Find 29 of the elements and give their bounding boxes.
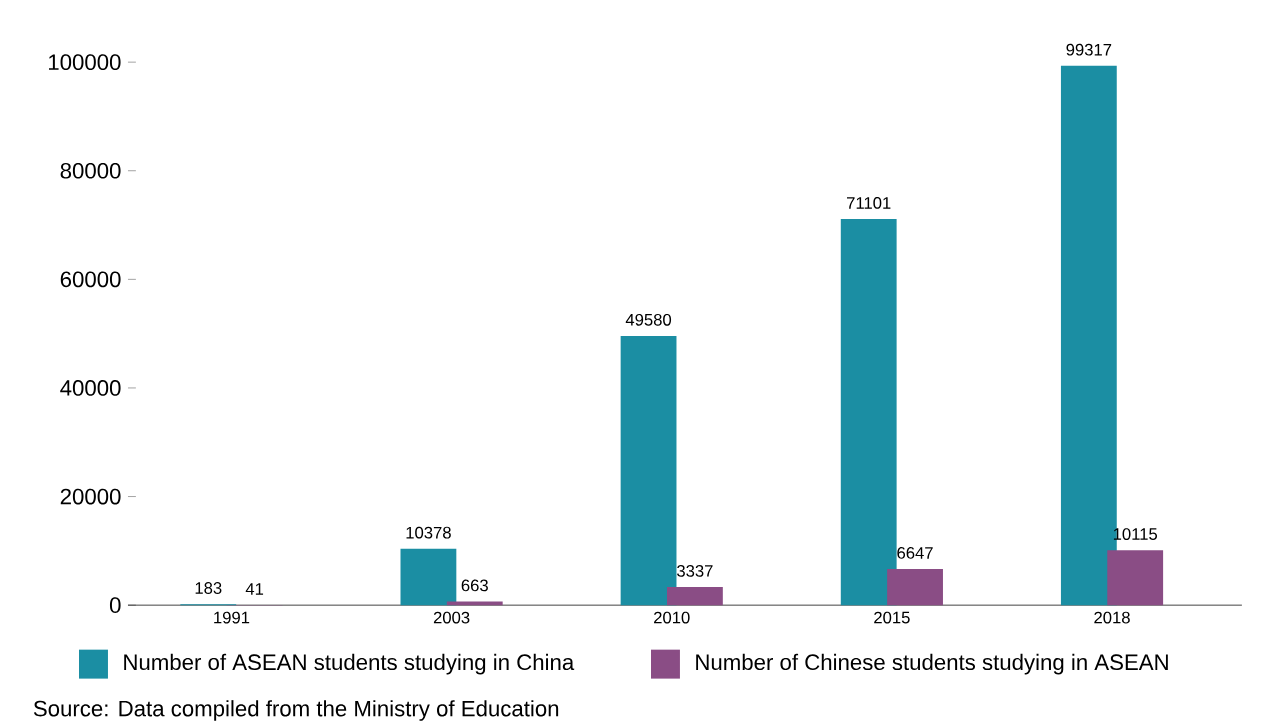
y-tick-label: 0 [109, 597, 121, 613]
bar [667, 586, 723, 606]
data-label: 183 [195, 581, 222, 594]
y-tick-label: 80000 [60, 162, 121, 179]
x-tick-label: 2015 [874, 611, 910, 624]
legend-label: Number of ASEAN students studying in China [124, 653, 575, 675]
data-label: 663 [461, 579, 488, 592]
data-label: 71101 [847, 196, 891, 209]
y-tick-label: 20000 [60, 488, 121, 505]
data-label: 10378 [406, 526, 451, 539]
x-tick-label: 1991 [214, 611, 250, 624]
bar [1107, 550, 1164, 606]
y-tick-label: 100000 [49, 54, 121, 70]
y-tick-label: 40000 [60, 379, 121, 396]
bar [887, 568, 943, 606]
x-tick-label: 2010 [654, 611, 690, 624]
x-tick-label: 2018 [1094, 611, 1130, 624]
bar [620, 335, 677, 606]
data-label: 41 [245, 583, 264, 595]
data-label: 3337 [677, 564, 713, 577]
source-note: Source: Data compiled from the Ministry of Education [33, 700, 559, 721]
bar [840, 218, 897, 606]
x-tick-label: 2003 [433, 611, 470, 624]
legend-label: Number of Chinese students studying in ASEAN [696, 653, 1168, 675]
y-tick-label: 60000 [60, 271, 121, 288]
bar [400, 548, 457, 606]
data-label: 99317 [1066, 43, 1112, 56]
data-label: 49580 [625, 313, 672, 326]
data-label: 6647 [897, 546, 933, 559]
